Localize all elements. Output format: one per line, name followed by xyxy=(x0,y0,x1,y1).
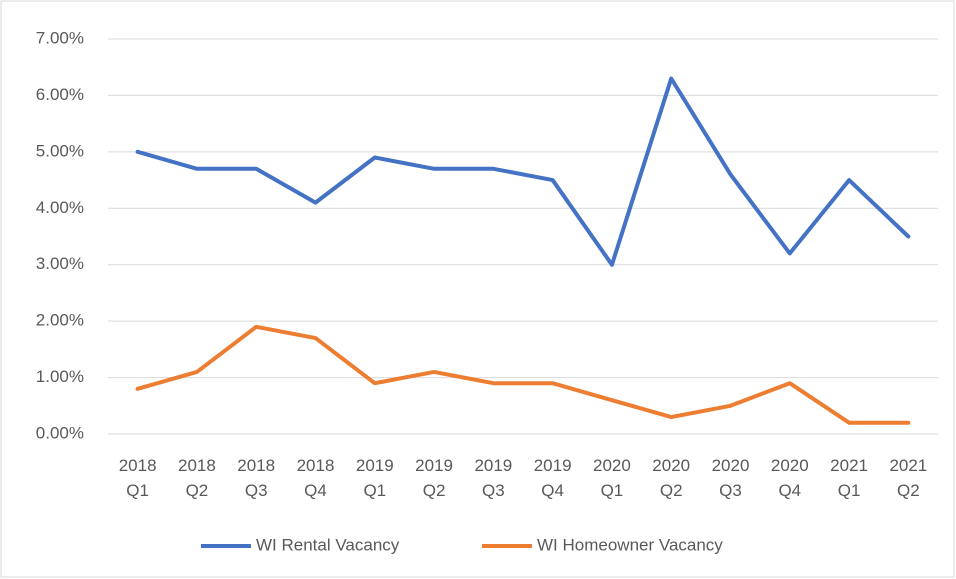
series-line xyxy=(135,324,911,425)
y-tick-label: 0.00% xyxy=(36,423,84,442)
x-tick-label: 2020 Q3 xyxy=(712,456,750,500)
x-tick-label: 2018 Q1 xyxy=(119,456,157,500)
x-tick-label: 2019 Q1 xyxy=(356,456,394,500)
y-tick-label: 6.00% xyxy=(36,85,84,104)
series-line xyxy=(135,76,911,267)
x-tick-label: 2021 Q1 xyxy=(830,456,868,500)
x-tick-label: 2018 Q4 xyxy=(297,456,335,500)
x-tick-label: 2019 Q2 xyxy=(415,456,453,500)
y-tick-label: 4.00% xyxy=(36,198,84,217)
x-tick-label: 2021 Q2 xyxy=(889,456,927,500)
x-tick-label: 2019 Q3 xyxy=(474,456,512,500)
x-tick-label: 2020 Q2 xyxy=(652,456,690,500)
y-tick-label: 7.00% xyxy=(36,28,84,47)
x-tick-label: 2020 Q4 xyxy=(771,456,809,500)
x-tick-label: 2019 Q4 xyxy=(534,456,572,500)
y-tick-label: 3.00% xyxy=(36,254,84,273)
legend-label: WI Rental Vacancy xyxy=(256,535,400,554)
y-tick-label: 5.00% xyxy=(36,141,84,160)
x-tick-label: 2018 Q3 xyxy=(237,456,275,500)
legend-label: WI Homeowner Vacancy xyxy=(537,535,723,554)
x-tick-label: 2018 Q2 xyxy=(178,456,216,500)
y-tick-label: 2.00% xyxy=(36,311,84,330)
y-tick-label: 1.00% xyxy=(36,367,84,386)
x-tick-label: 2020 Q1 xyxy=(593,456,631,500)
